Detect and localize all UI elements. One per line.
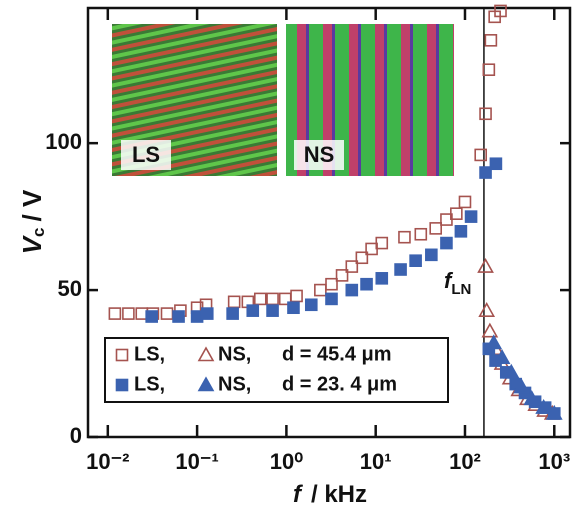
inset-label: LS: [132, 142, 160, 167]
marker-square: [441, 238, 452, 249]
marker-square: [346, 285, 357, 296]
marker-triangle: [480, 304, 494, 317]
x-label-symbol: f: [293, 481, 303, 508]
marker-triangle: [479, 260, 493, 273]
legend-note: d = 23. 4 μm: [282, 373, 397, 395]
page: {"chart_data": {"type": "scatter", "x_la…: [0, 0, 573, 515]
x-tick-label: 10²: [449, 449, 481, 474]
marker-square: [146, 311, 157, 322]
marker-square: [229, 296, 240, 307]
y-axis-label: Vc/ V: [17, 189, 49, 254]
marker-square: [455, 226, 466, 237]
marker-square: [395, 264, 406, 275]
y-tick-label: 50: [58, 276, 82, 301]
marker-square: [483, 64, 494, 75]
marker-square: [480, 108, 491, 119]
marker-square: [361, 279, 372, 290]
marker-square: [415, 229, 426, 240]
marker-square: [315, 285, 326, 296]
y-tick-label: 100: [45, 129, 82, 154]
marker-square: [376, 273, 387, 284]
marker-square: [227, 308, 238, 319]
legend-note: d = 45.4 μm: [282, 343, 392, 365]
legend-label: NS,: [218, 343, 251, 365]
marker-square: [123, 308, 134, 319]
x-tick-label: 10⁻¹: [175, 449, 218, 474]
legend-label: LS,: [134, 373, 165, 395]
x-tick-label: 10⁰: [270, 449, 303, 474]
marker-square: [490, 158, 501, 169]
marker-square: [161, 308, 172, 319]
marker-square: [109, 308, 120, 319]
legend-label: NS,: [218, 373, 251, 395]
marker-square: [288, 302, 299, 313]
marker-square: [430, 223, 441, 234]
marker-square: [399, 232, 410, 243]
x-tick-label: 10³: [538, 449, 570, 474]
marker-square: [173, 311, 184, 322]
marker-square: [326, 293, 337, 304]
chart: LS NS f/ kHz Vc/ V fLN 05010010⁻²10⁻¹10⁰…: [0, 0, 573, 515]
marker-square: [255, 293, 266, 304]
x-tick-label: 10¹: [360, 449, 392, 474]
annotation: fLN: [444, 268, 471, 298]
marker-square: [267, 305, 278, 316]
marker-triangle: [487, 336, 501, 349]
marker-square: [459, 196, 470, 207]
y-tick-label: 0: [70, 423, 82, 448]
marker-square: [306, 299, 317, 310]
x-axis-label: f / kHz: [293, 481, 367, 508]
marker-square: [247, 305, 258, 316]
legend-label: LS,: [134, 343, 165, 365]
marker-square: [480, 167, 491, 178]
inset-label: NS: [304, 142, 335, 167]
marker-square: [267, 293, 278, 304]
marker-square: [192, 311, 203, 322]
marker-square: [376, 238, 387, 249]
y-label-unit: / V: [17, 189, 47, 221]
y-label-sub: c: [29, 227, 48, 236]
x-tick-label: 10⁻²: [86, 449, 129, 474]
marker-square: [426, 249, 437, 260]
marker-square: [410, 255, 421, 266]
x-label-unit: / kHz: [311, 481, 367, 508]
marker-square: [485, 35, 496, 46]
annotation-sub: LN: [451, 281, 471, 298]
marker-square: [291, 290, 302, 301]
legend-symbol: [117, 380, 128, 391]
marker-triangle: [483, 324, 497, 337]
marker-square: [202, 308, 213, 319]
marker-square: [466, 211, 477, 222]
marker-square: [326, 279, 337, 290]
